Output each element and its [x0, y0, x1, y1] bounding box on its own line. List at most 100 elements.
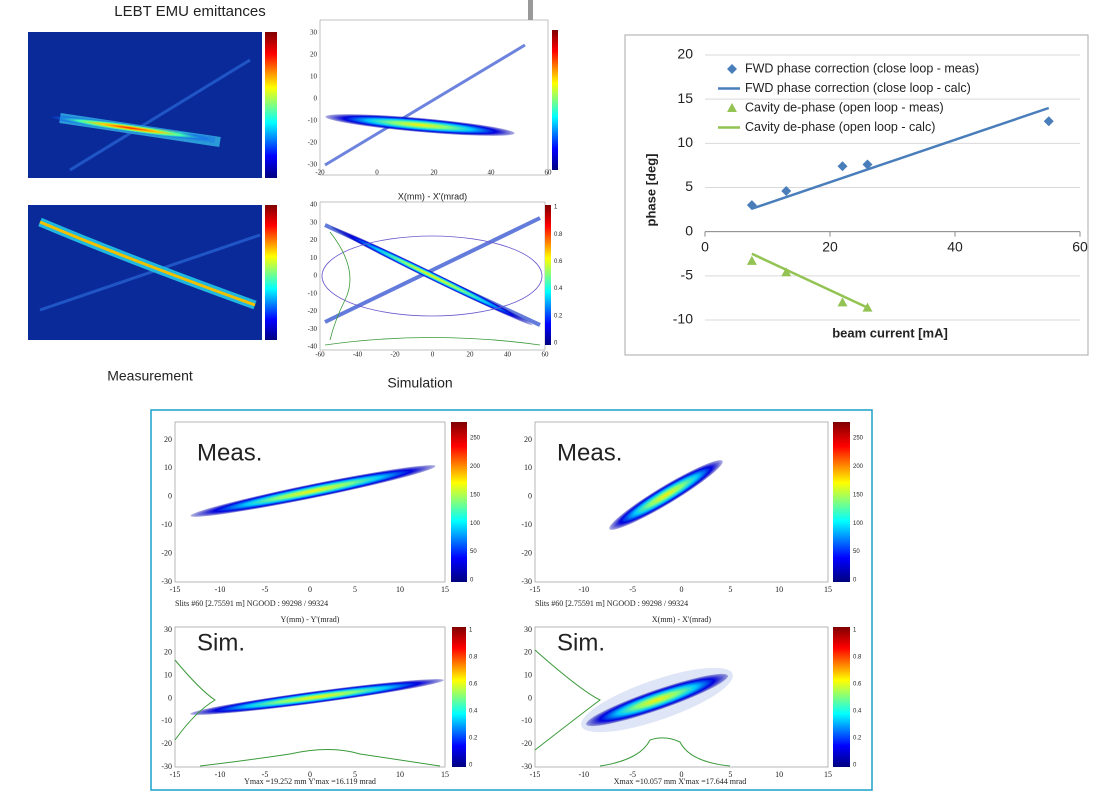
y-tick-label: -20 [161, 739, 172, 748]
y-tick-label: 10 [164, 670, 172, 679]
x-tick-label: 15 [441, 770, 449, 779]
colorbar-tick-label: 0 [853, 763, 857, 769]
x-tick-label: 10 [396, 770, 404, 779]
panel-footer: Ymax =19.252 mm Y'max =16.119 mrad [244, 777, 376, 786]
colorbar-tick-label: 200 [853, 464, 864, 470]
y-tick-label: 10 [164, 463, 172, 472]
x-tick-label: -5 [629, 770, 636, 779]
y-tick-label: -10 [161, 520, 172, 529]
emittance-image [319, 201, 551, 351]
colorbar-tick-label: 150 [853, 492, 864, 498]
series-line [751, 252, 869, 309]
panel-label: Meas. [557, 439, 622, 466]
colorbar-tick-label: 1 [853, 628, 857, 634]
slide-title: LEBT EMU emittances [114, 3, 265, 20]
y-tick-label: 10 [524, 463, 532, 472]
x-tick-label: 20 [467, 351, 475, 359]
x-tick-label: -15 [170, 585, 181, 594]
colorbar-tick-label: 200 [470, 464, 481, 470]
y-axis-label: phase [deg] [643, 154, 658, 227]
x-tick-label: 40 [504, 351, 512, 359]
y-tick-label: 0 [314, 95, 318, 103]
x-tick-label: -10 [215, 585, 226, 594]
y-tick-label: 0 [528, 492, 532, 501]
x-tick-label: -10 [578, 770, 589, 779]
marker [837, 297, 848, 307]
x-tick-label: 0 [308, 770, 312, 779]
x-tick-label: 0 [680, 770, 684, 779]
y-tick-label: -30 [308, 325, 318, 333]
x-tick-label: 5 [353, 770, 357, 779]
x-tick-label: 20 [431, 169, 439, 177]
x-tick-label: 0 [431, 351, 435, 359]
x-tick-label: 0 [308, 585, 312, 594]
marker [1043, 116, 1054, 127]
y-tick-label: 15 [677, 90, 693, 106]
y-tick-label: 5 [685, 178, 693, 194]
y-tick-label: 10 [310, 254, 318, 262]
colorbar-tick-label: 1 [554, 205, 558, 211]
x-tick-label: 5 [728, 770, 732, 779]
emittance-image [319, 19, 558, 176]
y-tick-label: 20 [164, 648, 172, 657]
x-tick-label: 10 [396, 585, 404, 594]
marker [862, 159, 873, 170]
x-tick-label: -15 [530, 770, 541, 779]
x-tick-label: -5 [629, 585, 636, 594]
x-tick-label: 40 [947, 238, 963, 254]
y-tick-label: -10 [161, 716, 172, 725]
colorbar-tick-label: 0.6 [469, 682, 478, 688]
decor-bar [528, 0, 533, 20]
panel-footer: Y(mm) - Y'(mrad) [281, 615, 340, 624]
marker [727, 103, 737, 112]
x-tick-label: 40 [488, 169, 496, 177]
x-tick-label: -40 [353, 351, 363, 359]
emittance-image [28, 205, 277, 340]
x-tick-label: -5 [262, 585, 269, 594]
panel-label: Sim. [197, 629, 245, 656]
marker [746, 255, 757, 265]
x-tick-label: -10 [578, 585, 589, 594]
x-tick-label: 15 [441, 585, 449, 594]
y-tick-label: -10 [673, 311, 693, 327]
x-tick-label: 60 [545, 169, 553, 177]
y-tick-label: 0 [528, 693, 532, 702]
x-tick-label: -5 [262, 770, 269, 779]
x-tick-label: 15 [824, 770, 832, 779]
y-tick-label: -20 [521, 739, 532, 748]
colorbar-tick-label: 0.8 [469, 655, 478, 661]
y-tick-label: 30 [164, 625, 172, 634]
panel-footer: Slits #60 [2.75591 m] NGOOD : 99298 / 99… [535, 599, 688, 608]
y-tick-label: 10 [310, 73, 318, 81]
colorbar-tick-label: 250 [853, 436, 864, 442]
x-tick-label: 10 [775, 770, 783, 779]
legend-label: FWD phase correction (close loop - meas) [745, 61, 979, 75]
x-tick-label: 20 [822, 238, 838, 254]
panel-label: Meas. [197, 439, 262, 466]
x-axis-label: beam current [mA] [832, 325, 948, 340]
x-tick-label: 0 [701, 238, 709, 254]
y-tick-label: 20 [524, 435, 532, 444]
emittance-image [534, 421, 850, 583]
emittance-image [534, 626, 850, 768]
x-tick-label: 0 [680, 585, 684, 594]
y-tick-label: 20 [310, 236, 318, 244]
colorbar-tick-label: 0.2 [554, 313, 563, 319]
y-tick-label: 0 [685, 222, 693, 238]
colorbar-tick-label: 1 [469, 628, 473, 634]
x-tick-label: 5 [353, 585, 357, 594]
marker [781, 186, 792, 197]
panel-footer: X(mm) - X'(mrad) [652, 615, 712, 624]
x-tick-label: -10 [215, 770, 226, 779]
y-tick-label: -20 [161, 548, 172, 557]
y-tick-label: -40 [308, 343, 318, 351]
panel-title: X(mm) - X'(mrad) [398, 191, 467, 201]
colorbar-tick-label: 0.4 [469, 709, 478, 715]
x-tick-label: -20 [315, 169, 325, 177]
y-tick-label: -30 [161, 762, 172, 771]
colorbar-tick-label: 0.2 [469, 736, 478, 742]
y-tick-label: -30 [521, 762, 532, 771]
colorbar-tick-label: 100 [470, 521, 481, 527]
legend-label: FWD phase correction (close loop - calc) [745, 81, 971, 95]
